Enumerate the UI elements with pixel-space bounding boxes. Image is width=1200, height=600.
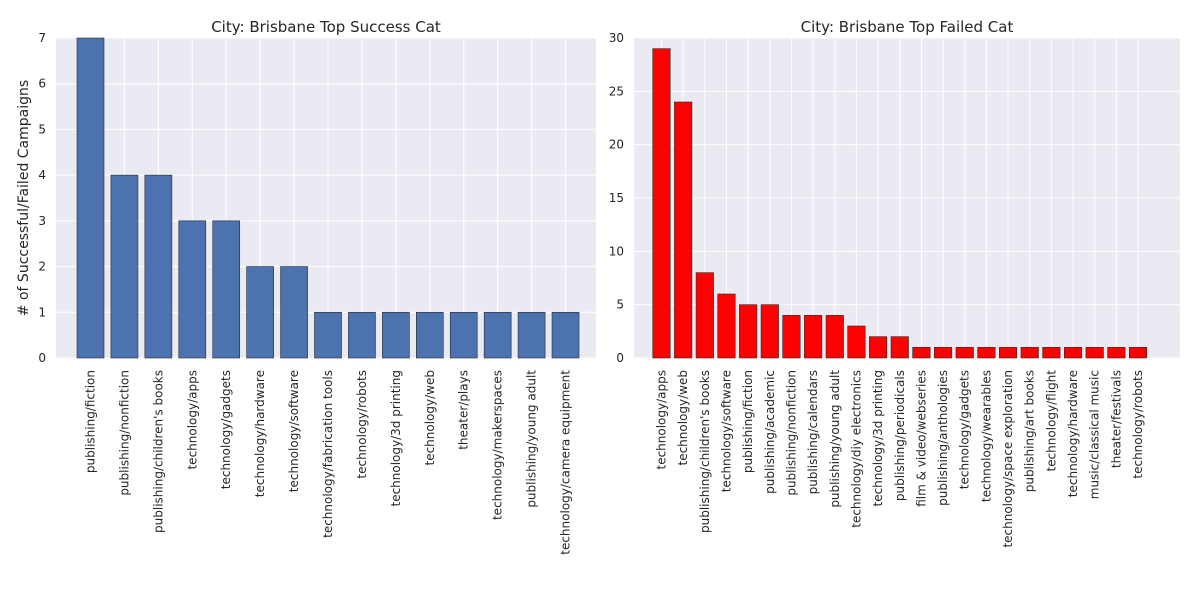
x-tick-label: technology/space exploration — [1001, 370, 1015, 548]
chart-title: City: Brisbane Top Failed Cat — [801, 18, 1014, 36]
bar — [144, 174, 173, 359]
x-tick-label: technology/hardware — [253, 370, 267, 497]
x-tick-label: technology/web — [423, 370, 437, 466]
y-axis-label: # of Successful/Failed Campaigns — [16, 80, 32, 316]
bar — [955, 347, 974, 359]
y-tick-label: 0 — [616, 351, 624, 365]
y-tick-label: 20 — [609, 138, 624, 152]
bar — [348, 311, 376, 359]
x-tick-label: publishing/fiction — [84, 370, 98, 473]
x-tick-label: technology/fabrication tools — [321, 370, 335, 538]
bar — [110, 174, 139, 359]
bar — [869, 336, 888, 359]
chart-title: City: Brisbane Top Success Cat — [211, 18, 441, 36]
x-tick-label: technology/camera equipment — [559, 370, 573, 555]
bar — [246, 266, 274, 359]
bar — [551, 311, 580, 359]
bar — [717, 293, 736, 359]
x-tick-label: technology/gadgets — [958, 370, 972, 489]
y-tick-label: 1 — [38, 305, 46, 319]
x-tick-label: publishing/fiction — [741, 370, 755, 473]
chart-panel-1: 0 1 2 3 4 5 6 7 publishing/fiction publishing/non… — [16, 18, 596, 555]
bar — [517, 311, 546, 359]
bar — [382, 311, 410, 359]
x-tick-label: publishing/anthologies — [936, 370, 950, 506]
x-tick-label: publishing/art books — [1023, 370, 1037, 492]
x-tick-label: publishing/academic — [763, 370, 777, 494]
x-tick-label: technology/apps — [655, 370, 669, 470]
y-tick-label: 5 — [38, 122, 46, 136]
x-tick-label: theater/festivals — [1109, 370, 1123, 468]
chart-panel-2: 0 5 10 15 20 25 30 technology/apps technology/we… — [609, 18, 1180, 548]
bar — [76, 37, 105, 359]
y-tick-label: 10 — [609, 244, 624, 258]
x-tick-label: technology/robots — [1131, 370, 1145, 479]
x-tick-label: music/classical music — [1088, 370, 1102, 499]
bar — [804, 315, 823, 359]
x-tick-label: technology/web — [676, 370, 690, 466]
bar — [483, 311, 512, 359]
x-tick-label: technology/robots — [355, 370, 369, 479]
bar — [977, 347, 996, 359]
x-tick-label: theater/plays — [457, 370, 471, 450]
bar — [825, 315, 844, 359]
bar — [674, 101, 693, 359]
y-tick-label: 4 — [38, 168, 46, 182]
bar — [652, 48, 671, 359]
bar — [934, 347, 953, 359]
x-tick-label: publishing/periodicals — [893, 370, 907, 501]
x-tick-label: publishing/children's books — [698, 370, 712, 533]
x-tick-label: technology/diy electronics — [849, 370, 863, 528]
bar — [1085, 347, 1104, 359]
bar — [782, 315, 801, 359]
y-tick-label: 5 — [616, 298, 624, 312]
bar — [1128, 347, 1148, 359]
y-tick-label: 25 — [609, 84, 624, 98]
bar — [739, 304, 758, 359]
x-tick-label: technology/makerspaces — [491, 370, 505, 520]
bar — [178, 220, 207, 359]
bar — [1107, 347, 1126, 359]
bar — [280, 266, 308, 359]
bar — [1042, 347, 1061, 359]
x-tick-label: technology/wearables — [979, 370, 993, 502]
x-tick-label: technology/gadgets — [219, 370, 233, 489]
x-tick-label: publishing/nonfiction — [784, 370, 798, 496]
x-tick-label: technology/flight — [1044, 370, 1058, 472]
x-tick-label: publishing/calendars — [806, 370, 820, 494]
y-tick-label: 15 — [609, 191, 624, 205]
bar — [695, 272, 714, 359]
y-tick-label: 7 — [38, 31, 46, 45]
y-tick-label: 3 — [38, 214, 46, 228]
bar — [1020, 347, 1039, 359]
bar — [314, 311, 342, 359]
bar — [912, 347, 931, 359]
bar — [760, 304, 779, 359]
bar — [1063, 347, 1083, 359]
x-tick-label: technology/hardware — [1066, 370, 1080, 497]
bar — [847, 325, 866, 359]
x-tick-label: publishing/children's books — [151, 370, 165, 533]
y-tick-label: 2 — [38, 260, 46, 274]
x-tick-label: publishing/young adult — [525, 370, 539, 508]
y-tick-label: 6 — [38, 77, 46, 91]
x-tick-label: publishing/young adult — [828, 370, 842, 508]
x-tick-label: technology/3d printing — [389, 370, 403, 507]
x-tick-label: technology/software — [719, 370, 733, 492]
x-tick-label: technology/3d printing — [871, 370, 885, 507]
y-tick-label: 0 — [38, 351, 46, 365]
x-tick-label: technology/software — [287, 370, 301, 492]
bar — [415, 311, 444, 359]
x-tick-label: film & video/webseries — [914, 370, 928, 507]
x-tick-label: publishing/nonfiction — [117, 370, 131, 496]
bar — [890, 336, 909, 359]
bar — [212, 220, 241, 359]
bar — [999, 347, 1018, 359]
y-tick-label: 30 — [609, 31, 624, 45]
bar — [449, 311, 478, 359]
x-tick-label: technology/apps — [185, 370, 199, 470]
